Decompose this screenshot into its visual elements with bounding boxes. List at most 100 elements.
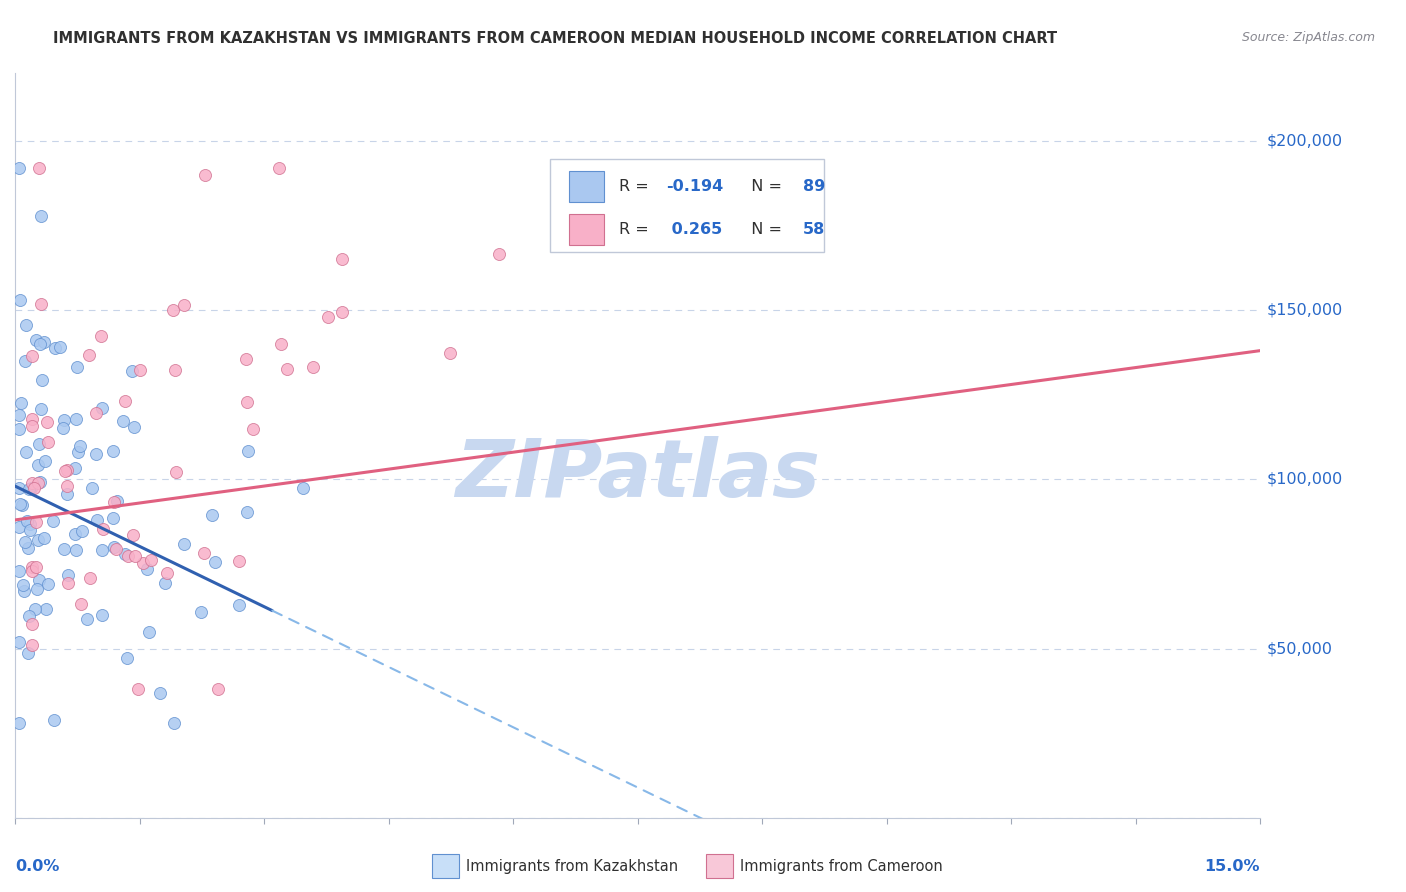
Point bbox=[103, 541, 125, 555]
FancyBboxPatch shape bbox=[550, 159, 824, 252]
Point bbox=[42, 713, 65, 727]
Text: IMMIGRANTS FROM KAZAKHSTAN VS IMMIGRANTS FROM CAMEROON MEDIAN HOUSEHOLD INCOME C: IMMIGRANTS FROM KAZAKHSTAN VS IMMIGRANTS… bbox=[53, 31, 1057, 46]
Text: -0.194: -0.194 bbox=[666, 179, 724, 194]
Point bbox=[162, 303, 184, 318]
Point bbox=[190, 605, 212, 619]
FancyBboxPatch shape bbox=[706, 855, 734, 879]
Point bbox=[8, 408, 31, 422]
Text: R =: R = bbox=[619, 222, 654, 236]
Text: Source: ZipAtlas.com: Source: ZipAtlas.com bbox=[1241, 31, 1375, 45]
Point bbox=[76, 611, 98, 625]
Point bbox=[193, 168, 215, 182]
Point bbox=[114, 393, 136, 408]
Text: 15.0%: 15.0% bbox=[1205, 859, 1260, 874]
Point bbox=[136, 562, 159, 576]
Point bbox=[236, 505, 259, 519]
Point bbox=[8, 482, 31, 496]
Point bbox=[70, 597, 93, 611]
Point bbox=[111, 414, 134, 428]
Point bbox=[31, 373, 53, 387]
Point bbox=[34, 531, 56, 545]
Point bbox=[22, 481, 45, 495]
Point bbox=[302, 359, 325, 374]
Point bbox=[129, 363, 152, 377]
Point bbox=[173, 298, 195, 312]
Point bbox=[318, 310, 340, 324]
Point bbox=[53, 465, 76, 479]
Point bbox=[138, 624, 160, 639]
Point bbox=[163, 716, 186, 731]
Point bbox=[17, 647, 39, 661]
Point bbox=[330, 252, 353, 267]
Point bbox=[27, 533, 49, 547]
Point bbox=[228, 554, 250, 568]
Point bbox=[18, 516, 41, 531]
Point bbox=[173, 537, 195, 551]
Point bbox=[8, 716, 31, 731]
Point bbox=[28, 337, 51, 351]
Point bbox=[103, 510, 125, 524]
Point bbox=[25, 334, 48, 348]
Point bbox=[8, 161, 31, 175]
Point bbox=[15, 444, 38, 458]
Point bbox=[28, 573, 51, 587]
Point bbox=[55, 479, 77, 493]
Point bbox=[34, 335, 56, 350]
Point bbox=[37, 435, 59, 450]
Point bbox=[25, 515, 48, 529]
Point bbox=[86, 447, 108, 461]
Point bbox=[69, 439, 91, 453]
Text: $50,000: $50,000 bbox=[1267, 641, 1333, 657]
Point bbox=[270, 336, 292, 351]
Point bbox=[127, 682, 149, 697]
Point bbox=[37, 577, 59, 591]
Point bbox=[13, 584, 35, 599]
Point bbox=[65, 461, 87, 475]
Point bbox=[20, 350, 42, 364]
Point bbox=[15, 514, 38, 528]
Point bbox=[20, 564, 42, 578]
Point bbox=[8, 635, 31, 649]
Point bbox=[86, 513, 108, 527]
Point bbox=[236, 395, 259, 409]
Point bbox=[626, 161, 648, 175]
Point bbox=[156, 566, 179, 580]
Point bbox=[15, 318, 38, 332]
Point bbox=[17, 541, 39, 555]
Text: Immigrants from Kazakhstan: Immigrants from Kazakhstan bbox=[465, 859, 678, 874]
Point bbox=[20, 419, 42, 434]
Point bbox=[103, 495, 125, 509]
Point bbox=[276, 362, 298, 376]
Point bbox=[27, 476, 49, 491]
Point bbox=[122, 419, 145, 434]
Point bbox=[11, 499, 34, 513]
Text: ZIPatlas: ZIPatlas bbox=[456, 436, 820, 515]
Point bbox=[20, 638, 42, 652]
Point bbox=[91, 401, 114, 416]
Point bbox=[14, 535, 37, 549]
Point bbox=[139, 553, 162, 567]
Point bbox=[17, 482, 39, 496]
Point bbox=[28, 161, 51, 175]
Point bbox=[115, 650, 138, 665]
Point bbox=[66, 359, 89, 374]
Point bbox=[117, 549, 139, 563]
Text: 0.265: 0.265 bbox=[666, 222, 723, 236]
Point bbox=[49, 340, 72, 354]
Point bbox=[35, 415, 58, 429]
Point bbox=[30, 209, 52, 223]
Point bbox=[242, 422, 264, 436]
Point bbox=[28, 475, 51, 490]
Point bbox=[91, 522, 114, 536]
Point bbox=[77, 348, 100, 362]
Point bbox=[66, 444, 89, 458]
FancyBboxPatch shape bbox=[432, 855, 460, 879]
Point bbox=[201, 508, 224, 522]
Point bbox=[204, 555, 226, 569]
Point bbox=[153, 575, 176, 590]
Point bbox=[165, 465, 187, 479]
Point bbox=[149, 685, 172, 699]
FancyBboxPatch shape bbox=[569, 170, 605, 202]
Point bbox=[20, 412, 42, 426]
Point bbox=[90, 329, 112, 343]
